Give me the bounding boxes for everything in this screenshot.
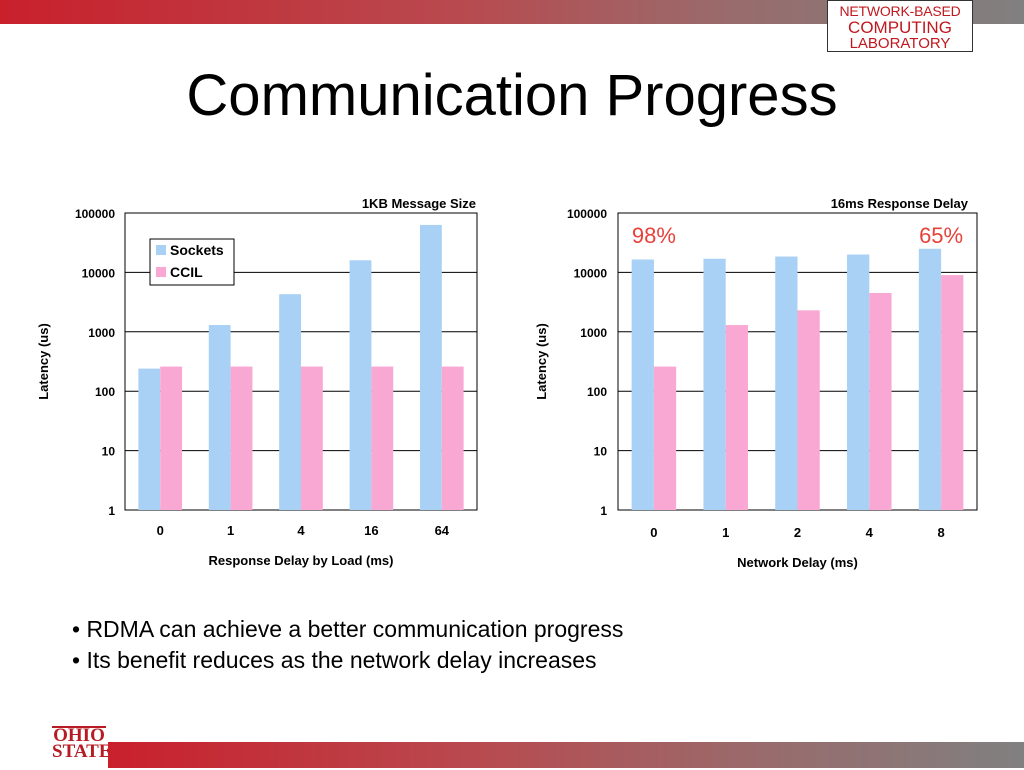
logo-line-2: COMPUTING bbox=[848, 18, 952, 37]
ccil-legend-swatch bbox=[156, 267, 166, 277]
y-axis-label: Latency (us) bbox=[534, 323, 549, 400]
sockets-bar bbox=[918, 248, 942, 510]
x-tick-label: 2 bbox=[794, 525, 801, 540]
y-tick-label: 100 bbox=[95, 385, 115, 399]
y-tick-label: 10000 bbox=[574, 266, 608, 280]
percentage-annotation: 65% bbox=[919, 223, 963, 248]
ccil-bar bbox=[869, 292, 892, 510]
logo-line-1: NETWORK-BASED bbox=[839, 3, 961, 19]
y-tick-label: 1 bbox=[600, 504, 607, 518]
y-tick-label: 10 bbox=[102, 445, 116, 459]
bullet-item: • RDMA can achieve a better communicatio… bbox=[72, 616, 624, 642]
ccil-bar bbox=[301, 366, 323, 510]
legend-label: Sockets bbox=[170, 242, 224, 258]
x-axis-label: Network Delay (ms) bbox=[737, 555, 858, 570]
x-axis-label: Response Delay by Load (ms) bbox=[209, 553, 394, 568]
ccil-bar bbox=[941, 275, 964, 510]
y-tick-label: 1000 bbox=[88, 326, 115, 340]
y-tick-label: 100000 bbox=[75, 207, 115, 221]
sockets-bar bbox=[703, 258, 726, 510]
ccil-bar bbox=[371, 366, 394, 510]
osu-logo-line-1: OHIO bbox=[53, 725, 105, 746]
network-based-computing-laboratory-logo: NETWORK-BASED COMPUTING LABORATORY bbox=[827, 0, 973, 52]
logo-line-3: LABORATORY bbox=[849, 35, 951, 52]
y-axis-label: Latency (us) bbox=[36, 323, 51, 400]
sockets-bar bbox=[279, 294, 301, 510]
y-tick-label: 100 bbox=[587, 385, 607, 399]
x-tick-label: 1 bbox=[227, 523, 234, 538]
sockets-bar bbox=[349, 260, 372, 510]
x-tick-label: 4 bbox=[866, 525, 874, 540]
sockets-bar bbox=[847, 254, 870, 510]
x-tick-label: 1 bbox=[722, 525, 729, 540]
sockets-bar bbox=[138, 368, 161, 510]
ccil-bar bbox=[441, 366, 464, 510]
chart-title: 16ms Response Delay bbox=[831, 196, 969, 211]
sockets-bar bbox=[631, 259, 654, 510]
sockets-bar bbox=[419, 224, 442, 510]
x-tick-label: 0 bbox=[650, 525, 657, 540]
bullet-list: • RDMA can achieve a better communicatio… bbox=[72, 614, 623, 676]
sockets-bar bbox=[775, 256, 798, 510]
bottom-band bbox=[108, 742, 1024, 768]
legend-label: CCIL bbox=[170, 264, 203, 280]
x-tick-label: 0 bbox=[157, 523, 164, 538]
ccil-bar bbox=[725, 325, 748, 510]
y-tick-label: 10 bbox=[594, 445, 608, 459]
x-tick-label: 16 bbox=[364, 523, 378, 538]
chart-title: 1KB Message Size bbox=[362, 196, 476, 211]
y-tick-label: 100000 bbox=[567, 207, 607, 221]
x-tick-label: 64 bbox=[435, 523, 450, 538]
y-tick-label: 10000 bbox=[82, 266, 116, 280]
y-tick-label: 1 bbox=[108, 504, 115, 518]
ccil-bar bbox=[230, 366, 253, 510]
ohio-state-logo: OHIO STATE bbox=[52, 725, 112, 770]
y-tick-label: 1000 bbox=[580, 326, 607, 340]
percentage-annotation: 98% bbox=[632, 223, 676, 248]
ccil-bar bbox=[160, 366, 183, 510]
x-tick-label: 4 bbox=[297, 523, 305, 538]
ccil-bar bbox=[797, 310, 820, 510]
osu-logo-line-2: STATE bbox=[52, 741, 112, 763]
x-tick-label: 8 bbox=[937, 525, 944, 540]
sockets-bar bbox=[208, 325, 231, 510]
bullet-item: • Its benefit reduces as the network del… bbox=[72, 647, 597, 673]
sockets-legend-swatch bbox=[156, 245, 166, 255]
slide-title: Communication Progress bbox=[186, 63, 838, 128]
ccil-bar bbox=[653, 366, 677, 510]
